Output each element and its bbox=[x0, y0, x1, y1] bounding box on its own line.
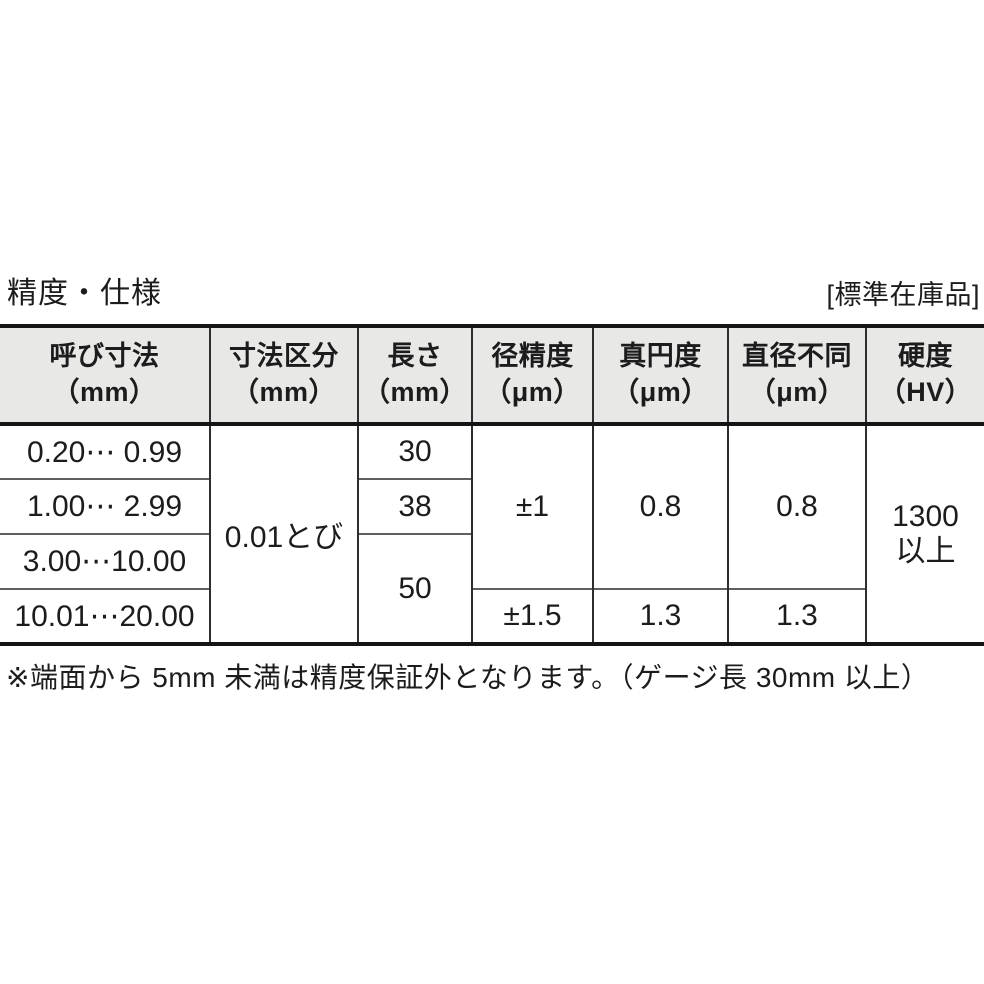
spec-table: 呼び寸法 （mm） 寸法区分 （mm） 長さ （mm） 径精度 （μm） 真円度 bbox=[0, 324, 984, 646]
hardness-suffix: 以上 bbox=[895, 535, 956, 568]
title-row: 精度・仕様 [標準在庫品] bbox=[0, 276, 984, 312]
col-header-title: 硬度 bbox=[898, 341, 953, 372]
col-header-title: 直径不同 bbox=[742, 341, 852, 372]
col-header-unit: （μm） bbox=[484, 377, 581, 407]
cell-size-range-3: 3.00⋯10.00 bbox=[0, 533, 211, 589]
col-header-title: 径精度 bbox=[491, 341, 574, 372]
col-header-title: 真円度 bbox=[619, 341, 702, 372]
col-header-diameter-accuracy: 径精度 （μm） bbox=[471, 326, 594, 426]
col-header-unit: （mm） bbox=[362, 377, 467, 407]
cell-diameter-variation-top: 0.8 bbox=[727, 423, 867, 589]
col-header-unit: （mm） bbox=[231, 377, 336, 407]
table-row: 0.20⋯ 0.99 0.01とび 30 ±1 0.8 0.8 1300 以上 bbox=[0, 423, 984, 644]
col-header-unit: （μm） bbox=[748, 377, 846, 407]
stock-status-label: [標準在庫品] bbox=[826, 280, 980, 310]
col-header-roundness: 真円度 （μm） bbox=[592, 326, 729, 426]
table-row: 3.00⋯10.00 50 bbox=[0, 533, 984, 644]
col-header-unit: （mm） bbox=[52, 377, 157, 407]
col-header-unit: （HV） bbox=[878, 377, 973, 407]
table-row: 10.01⋯20.00 ±1.5 1.3 1.3 bbox=[0, 588, 984, 644]
col-header-length: 長さ （mm） bbox=[357, 326, 473, 426]
cell-size-range-4: 10.01⋯20.00 bbox=[0, 588, 211, 644]
cell-roundness-bottom: 1.3 bbox=[592, 588, 729, 644]
cell-length-50: 50 bbox=[357, 533, 473, 644]
table-row: 1.00⋯ 2.99 38 bbox=[0, 478, 984, 534]
col-header-title: 呼び寸法 bbox=[49, 341, 160, 372]
cell-diameter-accuracy-bottom: ±1.5 bbox=[471, 588, 594, 644]
col-header-title: 長さ bbox=[387, 341, 443, 372]
cell-length-30: 30 bbox=[357, 423, 473, 479]
col-header-hardness: 硬度 （HV） bbox=[865, 326, 984, 426]
col-header-size-division: 寸法区分 （mm） bbox=[209, 326, 359, 426]
cell-size-range-2: 1.00⋯ 2.99 bbox=[0, 478, 211, 534]
hardness-value: 1300 bbox=[892, 499, 959, 533]
cell-length-38: 38 bbox=[357, 478, 473, 534]
page-title: 精度・仕様 bbox=[7, 277, 162, 310]
cell-hardness: 1300 以上 bbox=[865, 423, 984, 644]
cell-size-range-1: 0.20⋯ 0.99 bbox=[0, 423, 211, 479]
header-row: 呼び寸法 （mm） 寸法区分 （mm） 長さ （mm） 径精度 （μm） 真円度 bbox=[0, 326, 984, 426]
cell-diameter-variation-bottom: 1.3 bbox=[727, 588, 867, 644]
cell-roundness-top: 0.8 bbox=[592, 423, 729, 589]
cell-size-division: 0.01とび bbox=[209, 423, 359, 644]
accuracy-footnote: ※端面から 5mm 未満は精度保証外となります。（ゲージ長 30mm 以上） bbox=[6, 662, 930, 693]
cell-diameter-accuracy-top: ±1 bbox=[471, 423, 594, 589]
col-header-diameter-variation: 直径不同 （μm） bbox=[727, 326, 867, 426]
col-header-nominal-size: 呼び寸法 （mm） bbox=[0, 326, 211, 426]
col-header-unit: （μm） bbox=[612, 377, 709, 407]
col-header-title: 寸法区分 bbox=[229, 341, 339, 372]
